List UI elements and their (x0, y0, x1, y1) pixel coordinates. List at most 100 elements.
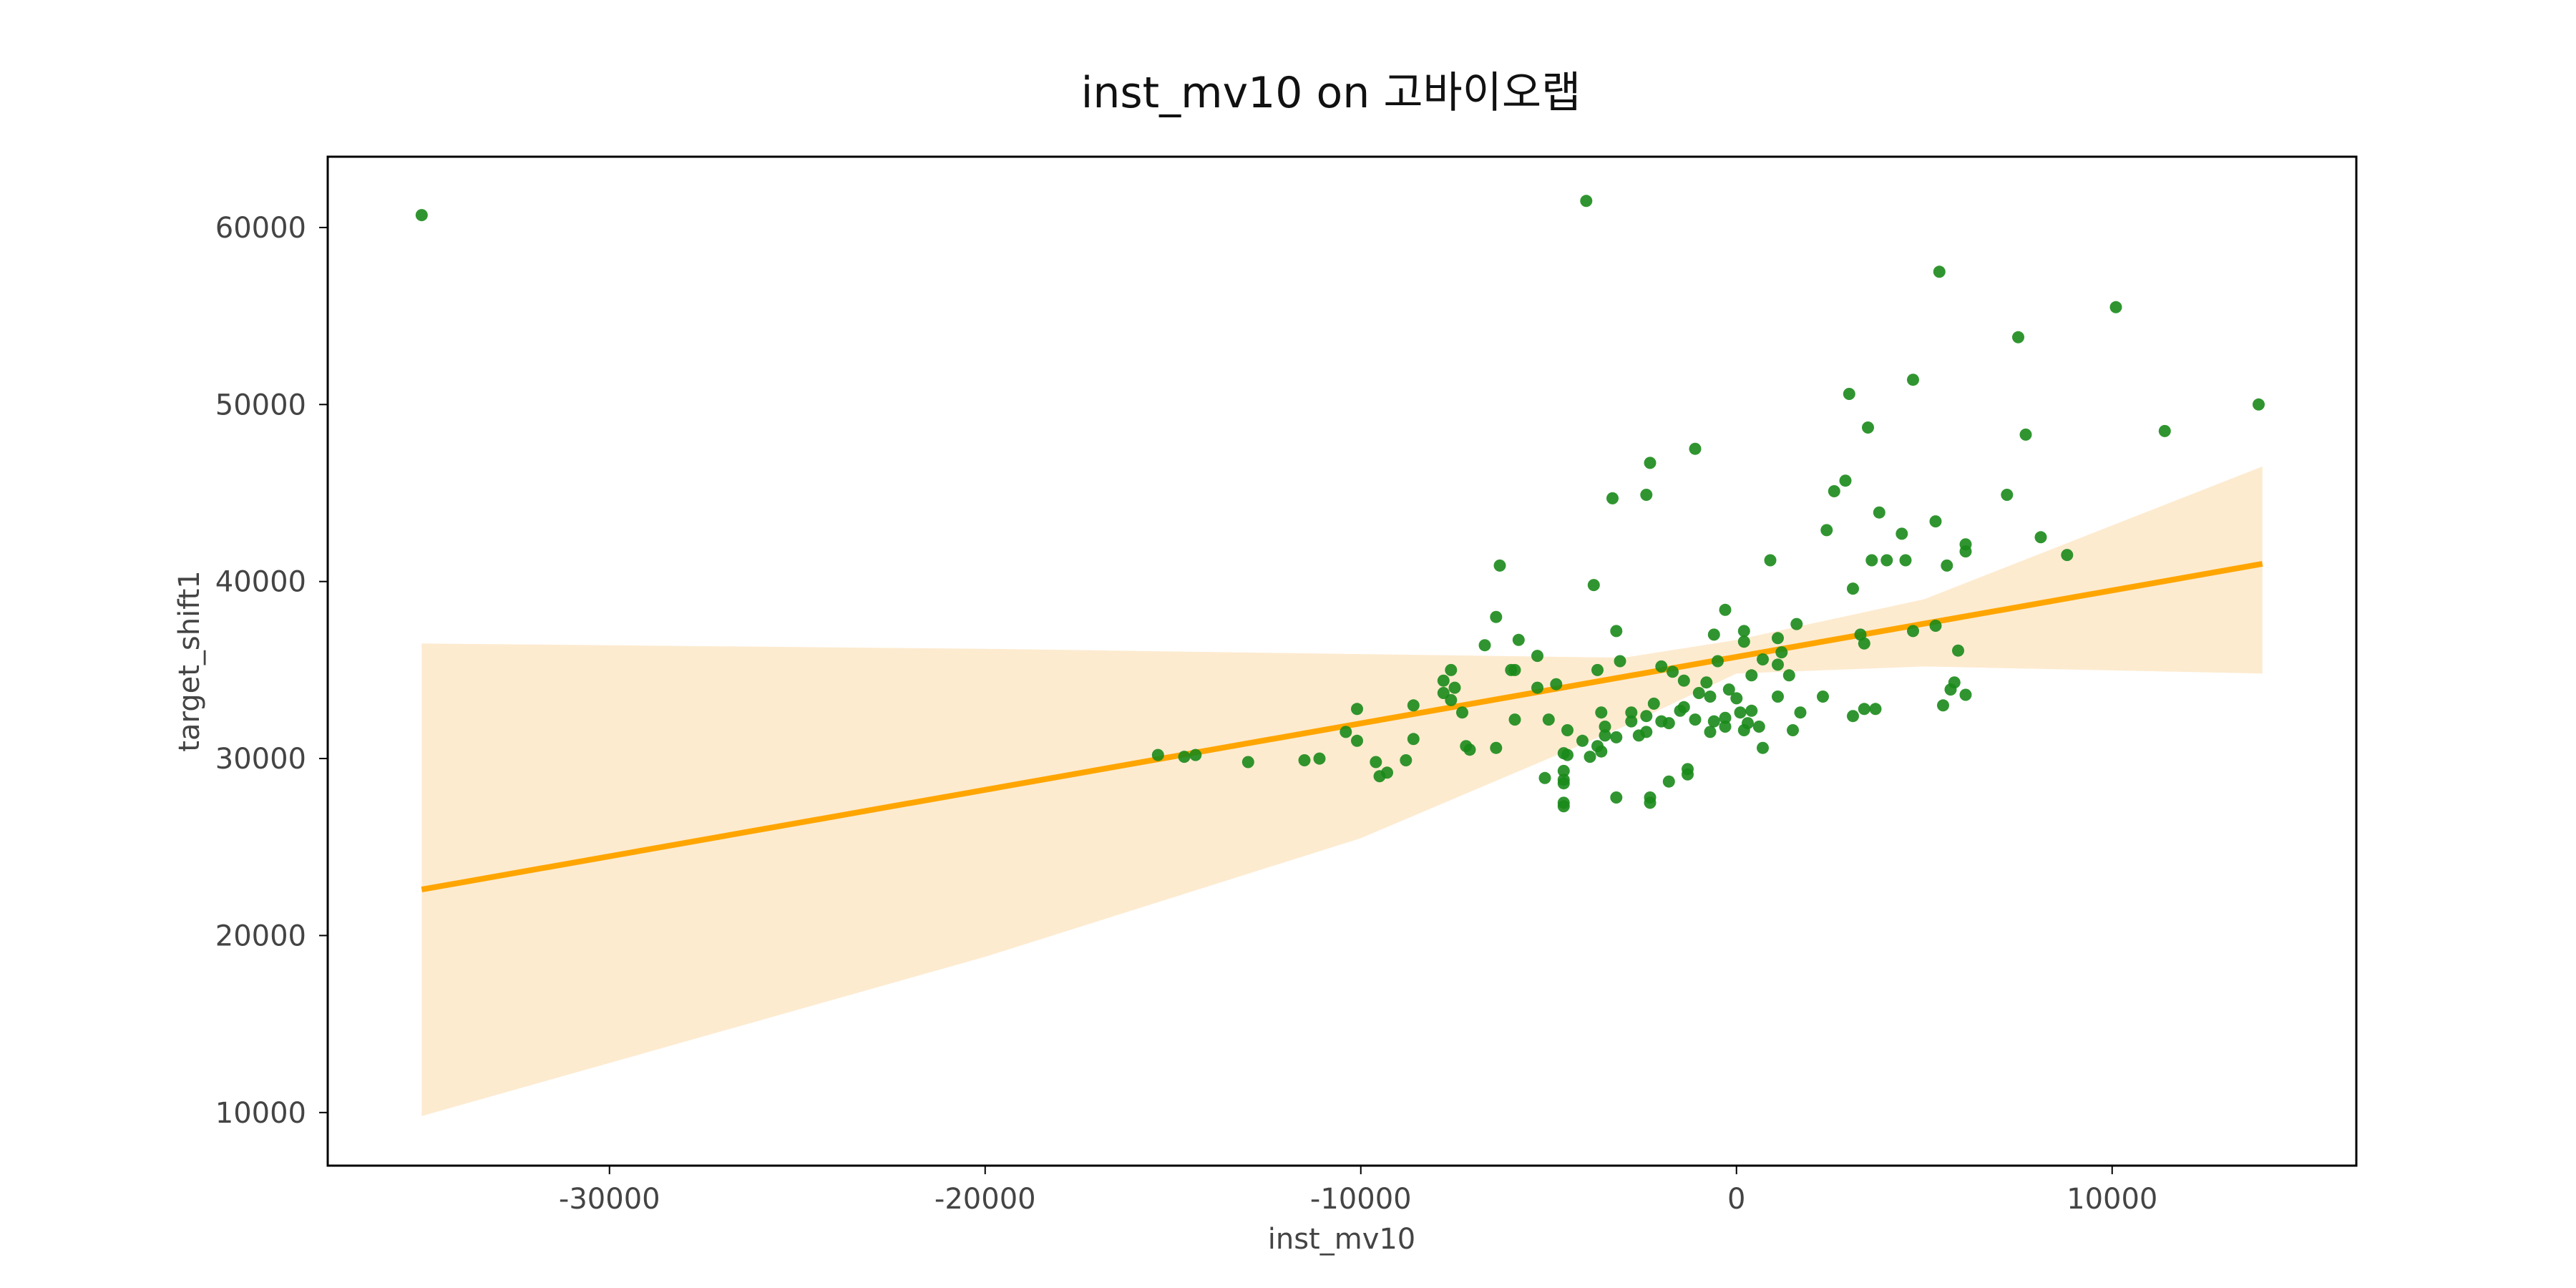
scatter-point (1757, 653, 1769, 665)
scatter-point (1599, 729, 1611, 742)
scatter-point (1557, 764, 1570, 777)
scatter-point (1730, 692, 1743, 705)
scatter-point (2158, 424, 2171, 437)
scatter-point (1839, 474, 1852, 487)
scatter-point (1599, 721, 1611, 733)
scatter-point (1550, 678, 1563, 691)
scatter-point (1820, 524, 1833, 537)
scatter-point (1847, 582, 1859, 595)
scatter-point (1595, 706, 1608, 719)
y-tick-label: 40000 (215, 566, 306, 599)
scatter-point (1407, 699, 1420, 712)
scatter-point (1707, 628, 1720, 641)
x-axis-ticks: -30000 -20000 -10000 0 10000 (559, 1166, 2157, 1216)
scatter-point (1351, 734, 1363, 747)
scatter-point (2019, 428, 2032, 441)
scatter-point (1662, 717, 1675, 730)
scatter-point (1700, 676, 1713, 689)
scatter-point (1712, 655, 1724, 668)
scatter-point (1772, 691, 1784, 703)
scatter-point (1313, 752, 1326, 765)
scatter-point (1644, 796, 1657, 809)
scatter-point (415, 209, 428, 222)
scatter-point (1752, 721, 1765, 733)
x-tick-label: 10000 (2067, 1183, 2157, 1216)
scatter-point (1437, 674, 1450, 687)
scatter-point (1929, 620, 1942, 632)
scatter-point (1606, 492, 1619, 504)
scatter-point (1707, 715, 1720, 728)
scatter-point (1907, 625, 1919, 638)
y-axis-label: target_shift1 (173, 570, 206, 751)
scatter-point (1610, 625, 1623, 638)
scatter-points-layer (415, 195, 2265, 813)
scatter-point (1794, 706, 1807, 719)
scatter-point (1373, 770, 1386, 783)
scatter-point (1445, 693, 1458, 706)
scatter-point (1745, 669, 1758, 682)
scatter-point (1370, 756, 1382, 769)
scatter-point (1775, 646, 1788, 659)
scatter-point (1241, 756, 1254, 769)
scatter-point (1463, 743, 1476, 756)
scatter-point (1595, 745, 1608, 758)
scatter-point (1557, 800, 1570, 813)
regression-line-layer (421, 561, 2263, 893)
scatter-point (1610, 731, 1623, 743)
scatter-point (1719, 711, 1732, 724)
scatter-point (1298, 754, 1311, 766)
scatter-point (1772, 658, 1784, 671)
scatter-point (1737, 635, 1750, 648)
scatter-point (1407, 733, 1420, 746)
scatter-point (1937, 699, 1949, 712)
scatter-point (1907, 374, 1919, 386)
chart-title: inst_mv10 on 고바이오랩 (1081, 68, 1581, 118)
scatter-point (1689, 713, 1702, 726)
scatter-point (2012, 331, 2024, 343)
scatter-point (1478, 639, 1491, 652)
scatter-point (1772, 632, 1784, 645)
scatter-point (1843, 388, 1855, 400)
scatter-point (1704, 691, 1717, 703)
scatter-point (1719, 603, 1732, 616)
scatter-point (1490, 610, 1503, 623)
scatter-point (1737, 724, 1750, 736)
scatter-point (2061, 549, 2074, 562)
y-tick-label: 20000 (215, 919, 306, 952)
scatter-point (1640, 489, 1653, 501)
scatter-point (1561, 748, 1574, 761)
scatter-point (1456, 706, 1468, 719)
scatter-point (1445, 663, 1458, 676)
scatter-point (1542, 713, 1555, 726)
scatter-point (1644, 457, 1657, 469)
scatter-point (1745, 704, 1758, 717)
scatter-point (1561, 724, 1574, 736)
scatter-point (1704, 726, 1717, 738)
x-tick-label: -20000 (935, 1183, 1036, 1216)
scatter-point (1640, 710, 1653, 723)
scatter-point (1610, 791, 1623, 804)
scatter-point (1151, 748, 1164, 761)
scatter-point (1584, 751, 1596, 763)
scatter-point (1493, 559, 1506, 572)
scatter-point (2109, 301, 2122, 313)
y-tick-label: 30000 (215, 743, 306, 776)
scatter-point (2253, 398, 2265, 411)
scatter-point (1692, 687, 1705, 699)
scatter-point (1896, 527, 1908, 540)
scatter-point (1538, 771, 1551, 784)
scatter-point (1351, 703, 1363, 716)
scatter-point (1933, 265, 1946, 278)
scatter-point (1790, 618, 1803, 630)
scatter-point (1667, 665, 1679, 678)
scatter-point (1508, 713, 1521, 726)
scatter-point (1737, 625, 1750, 638)
scatter-point (1952, 644, 1964, 657)
scatter-point (1400, 754, 1413, 766)
scatter-point (1647, 697, 1660, 710)
scatter-point (1587, 579, 1600, 592)
scatter-point (1505, 663, 1518, 676)
x-axis-label: inst_mv10 (1268, 1223, 1416, 1256)
scatter-point (1847, 710, 1859, 723)
